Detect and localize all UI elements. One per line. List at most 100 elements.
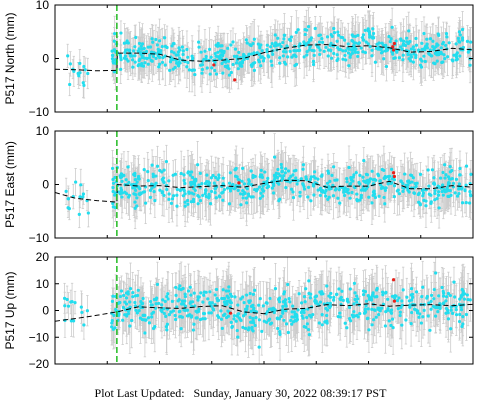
- data-point: [433, 61, 437, 66]
- data-point: [133, 188, 138, 192]
- data-point: [258, 196, 262, 200]
- data-point: [233, 47, 238, 51]
- data-point: [332, 26, 336, 31]
- data-point: [265, 47, 269, 52]
- data-point: [348, 55, 352, 59]
- data-point: [411, 60, 415, 64]
- data-point: [312, 175, 316, 179]
- data-point: [280, 170, 284, 174]
- data-point: [110, 166, 115, 171]
- data-point: [158, 39, 162, 43]
- data-point: [111, 181, 116, 185]
- data-point: [431, 39, 435, 43]
- data-point: [111, 185, 115, 190]
- data-point: [120, 175, 124, 179]
- data-point: [283, 171, 287, 175]
- data-point: [432, 176, 436, 180]
- data-point: [159, 49, 163, 53]
- data-point: [333, 188, 337, 192]
- data-point: [428, 37, 433, 41]
- data-point: [387, 178, 391, 182]
- data-point: [344, 58, 348, 62]
- data-point: [135, 204, 139, 208]
- data-point: [257, 52, 261, 57]
- data-point: [119, 31, 123, 35]
- data-point: [218, 195, 222, 199]
- data-point: [200, 67, 204, 72]
- data-point: [190, 68, 194, 72]
- data-point: [437, 33, 441, 38]
- data-point: [143, 61, 147, 65]
- data-point: [273, 33, 277, 37]
- data-point: [423, 59, 427, 64]
- data-point: [383, 188, 387, 192]
- data-point: [179, 171, 183, 176]
- data-point: [137, 41, 142, 46]
- data-point: [307, 40, 311, 45]
- data-point: [409, 47, 414, 51]
- data-point: [348, 182, 352, 186]
- data-point: [316, 45, 320, 49]
- data-point: [441, 170, 445, 175]
- data-point: [140, 47, 144, 51]
- data-point: [452, 53, 456, 57]
- data-point: [459, 187, 463, 191]
- data-point: [324, 189, 328, 193]
- data-point: [129, 183, 134, 187]
- data-point: [273, 174, 277, 178]
- data-point: [276, 36, 280, 40]
- data-point: [199, 63, 203, 67]
- data-point: [445, 35, 449, 39]
- panel-1: 10 0 −10 P517 North (mm): [3, 0, 474, 119]
- data-point: [158, 188, 162, 192]
- data-point: [146, 170, 150, 174]
- data-point: [297, 44, 301, 48]
- data-point: [136, 63, 140, 68]
- data-point: [266, 176, 270, 181]
- data-point: [364, 187, 369, 191]
- data-point: [276, 167, 280, 172]
- data-point: [378, 179, 382, 183]
- data-point: [358, 173, 362, 177]
- data-point: [301, 167, 305, 171]
- data-point: [157, 65, 161, 69]
- data-point: [417, 48, 421, 52]
- data-point: [133, 54, 137, 58]
- data-point: [284, 50, 288, 54]
- data-point: [131, 186, 135, 190]
- data-point: [248, 43, 252, 47]
- data-point: [81, 81, 85, 85]
- data-point: [168, 68, 172, 72]
- data-point: [414, 43, 419, 47]
- data-point: [361, 188, 365, 192]
- data-point: [370, 54, 374, 58]
- data-point: [261, 59, 266, 63]
- data-point: [220, 61, 224, 66]
- data-point: [316, 177, 320, 181]
- data-point: [175, 204, 179, 208]
- data-point: [175, 187, 179, 192]
- data-point: [351, 44, 356, 48]
- data-point: [271, 52, 275, 56]
- data-point: [265, 179, 269, 184]
- data-point: [185, 65, 189, 69]
- data-point: [270, 41, 274, 46]
- data-point: [401, 189, 405, 193]
- data-point: [441, 60, 445, 64]
- data-point: [252, 37, 256, 41]
- data-point: [86, 71, 90, 76]
- data-point: [412, 48, 416, 52]
- data-point: [259, 191, 263, 195]
- data-point: [460, 38, 465, 42]
- data-point: [294, 54, 298, 59]
- data-point: [337, 33, 341, 37]
- data-point: [282, 37, 286, 41]
- data-point: [154, 56, 158, 60]
- data-point: [388, 40, 392, 44]
- data-point: [86, 211, 90, 215]
- data-point: [178, 57, 182, 61]
- data-point: [289, 35, 294, 39]
- data-point: [150, 163, 154, 167]
- data-point: [82, 64, 86, 69]
